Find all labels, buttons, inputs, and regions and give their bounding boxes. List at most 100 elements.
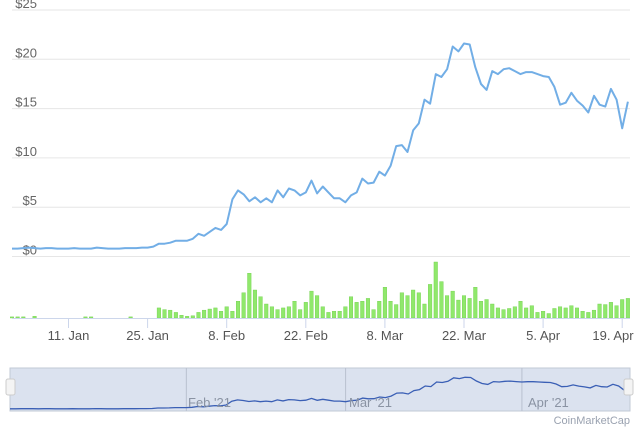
volume-bar (9, 316, 14, 319)
volume-bar (258, 296, 263, 319)
volume-bar (179, 315, 184, 319)
volume-bar (292, 301, 297, 319)
volume-bar (405, 295, 410, 319)
volume-bar (529, 305, 534, 319)
volume-bar (32, 316, 37, 319)
volume-bar (332, 311, 337, 319)
navigator-handle-right[interactable] (623, 378, 634, 396)
price-line (12, 42, 629, 250)
navigator-label-apr: Apr '21 (528, 395, 569, 410)
volume-bar (473, 287, 478, 319)
volume-bar (354, 302, 359, 319)
volume-bar (207, 308, 212, 319)
volume-bar (501, 309, 506, 319)
volume-bar (185, 316, 190, 319)
volume-bar (264, 303, 269, 319)
navigator-label-feb: Feb '21 (188, 395, 231, 410)
volume-bar (168, 309, 173, 319)
volume-bar (190, 315, 195, 319)
volume-bar (213, 307, 218, 319)
volume-bar (89, 316, 94, 319)
watermark: CoinMarketCap (554, 415, 630, 427)
volume-bar (15, 316, 20, 319)
volume-bar (411, 289, 416, 319)
volume-bar (343, 306, 348, 319)
volume-bar (252, 289, 257, 319)
volume-bar (298, 309, 303, 319)
volume-bar (625, 298, 630, 319)
volume-bar (546, 313, 551, 319)
volume-bar (247, 273, 252, 319)
navigator-separators (185, 368, 523, 411)
volume-bar (597, 303, 602, 319)
x-tick-label: 19. Apr (592, 328, 634, 343)
x-tick-label: 8. Feb (208, 328, 245, 343)
volume-bar (507, 308, 512, 319)
volume-bar (450, 290, 455, 319)
volume-bar (495, 307, 500, 319)
volume-bar (586, 312, 591, 319)
volume-bar (620, 299, 625, 319)
volume-bar (614, 305, 619, 319)
volume-bar (416, 292, 421, 319)
volume-bar (512, 306, 517, 319)
volume-bar (326, 312, 331, 319)
volume-bar (428, 284, 433, 319)
volume-bar (524, 307, 529, 319)
volume-bar (371, 309, 376, 319)
volume-bar (569, 305, 574, 319)
volume-bars (9, 261, 630, 319)
volume-bar (558, 306, 563, 319)
x-tick-label: 22. Mar (442, 328, 487, 343)
volume-bar (303, 302, 308, 319)
volume-bar (235, 301, 240, 319)
volume-bar (456, 299, 461, 319)
volume-bar (541, 311, 546, 319)
volume-bar (490, 303, 495, 319)
y-axis-labels: $0 $5 $10 $15 $20 $25 (15, 0, 37, 258)
gridlines (12, 9, 630, 257)
navigator[interactable]: Feb '21 Mar '21 Apr '21 CoinMarketCap (5, 367, 634, 427)
volume-bar (156, 307, 161, 319)
volume-bar (173, 312, 178, 319)
volume-bar (575, 307, 580, 319)
volume-bar (320, 306, 325, 319)
volume-bar (439, 281, 444, 319)
volume-bar (241, 292, 246, 319)
volume-bar (399, 292, 404, 319)
volume-bar (202, 309, 207, 319)
volume-bar (281, 307, 286, 319)
volume-bar (462, 295, 467, 319)
volume-bar (535, 312, 540, 319)
volume-bar (83, 316, 88, 319)
volume-bar (552, 308, 557, 319)
navigator-handle-left[interactable] (5, 378, 16, 396)
y-tick-label: $5 (23, 193, 37, 208)
volume-bar (467, 298, 472, 319)
x-tick-label: 22. Feb (284, 328, 328, 343)
volume-bar (580, 311, 585, 319)
volume-bar (360, 301, 365, 319)
navigator-label-mar: Mar '21 (349, 395, 392, 410)
volume-bar (445, 295, 450, 319)
volume-bar (608, 302, 613, 319)
volume-bar (478, 301, 483, 319)
volume-bar (518, 301, 523, 319)
volume-bar (315, 295, 320, 319)
volume-bar (230, 311, 235, 319)
volume-bar (394, 304, 399, 319)
volume-bar (484, 299, 489, 319)
volume-bar (219, 311, 224, 319)
y-tick-label: $25 (15, 0, 37, 11)
volume-bar (591, 309, 596, 319)
volume-bar (563, 307, 568, 319)
x-tick-label: 25. Jan (126, 328, 169, 343)
volume-bar (382, 287, 387, 319)
volume-bar (422, 303, 427, 319)
volume-bar (162, 309, 167, 319)
y-tick-label: $15 (15, 95, 37, 110)
volume-bar (603, 304, 608, 319)
volume-bar (365, 298, 370, 319)
volume-bar (196, 312, 201, 319)
